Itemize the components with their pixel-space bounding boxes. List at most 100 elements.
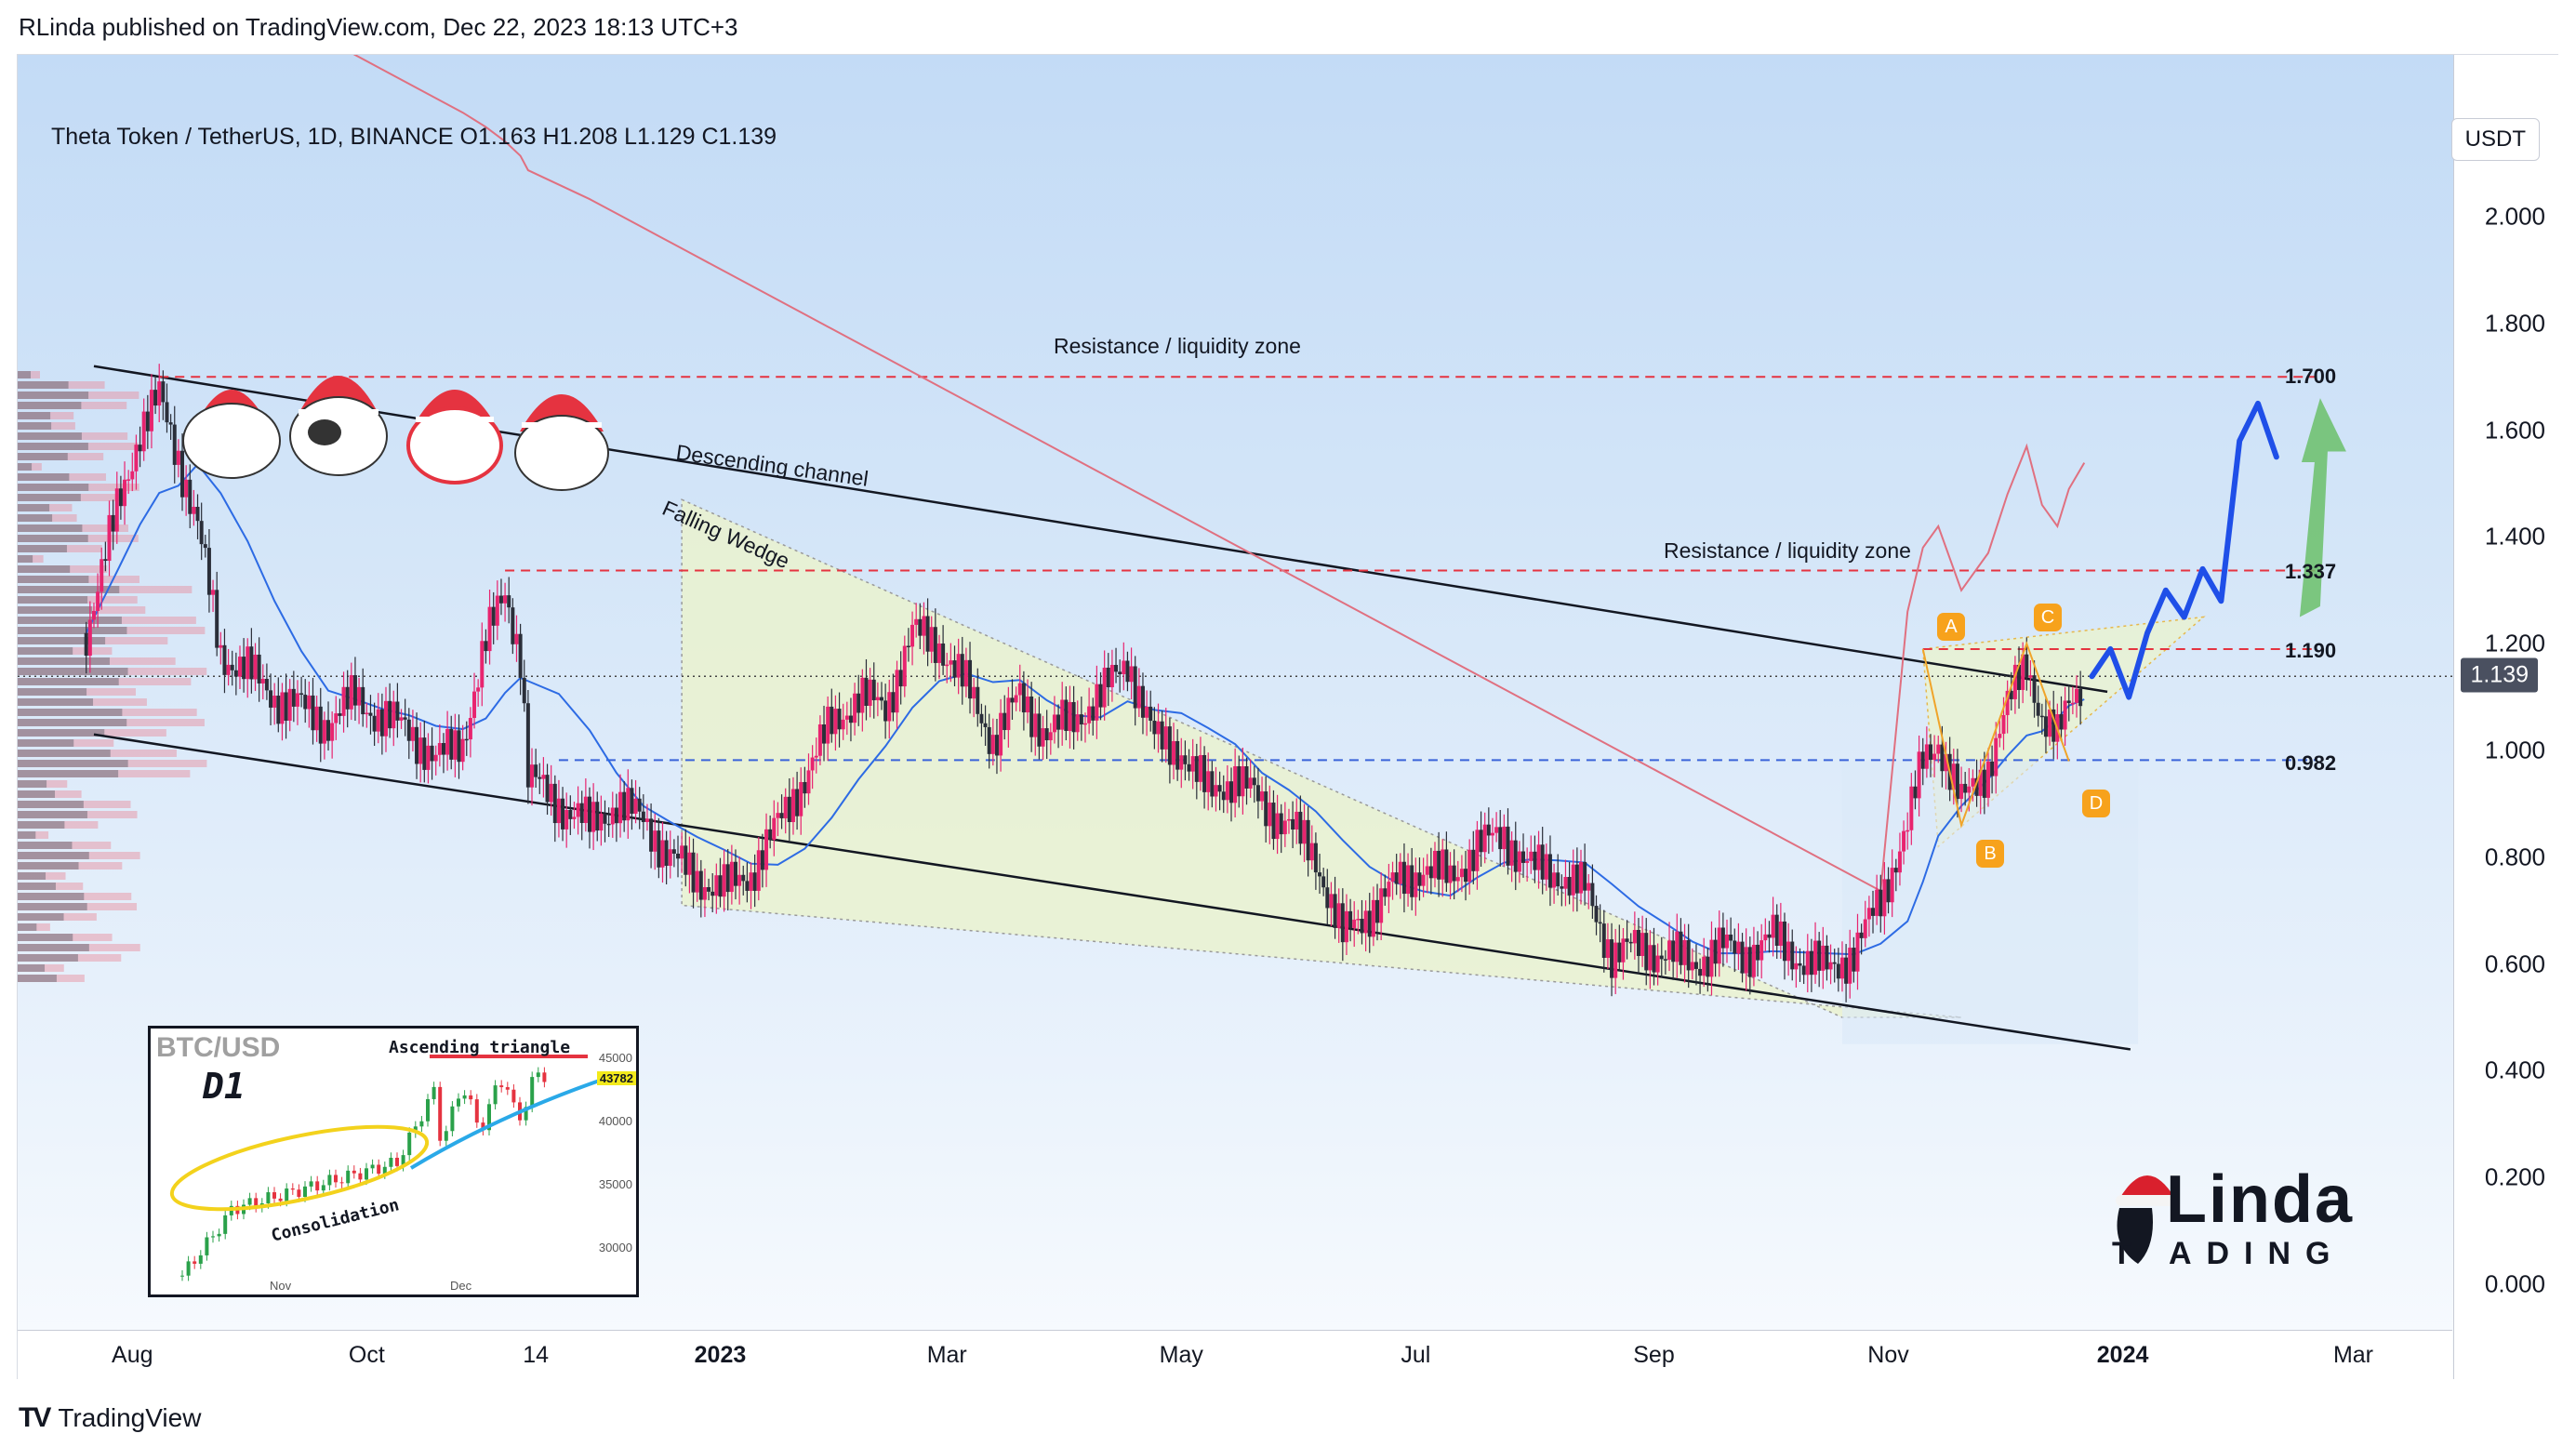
- candle-body: [1778, 921, 1783, 947]
- candle-body: [487, 606, 492, 652]
- candle-body: [96, 591, 100, 611]
- candle-body: [1682, 939, 1687, 965]
- candle-body: [1859, 932, 1864, 938]
- candle-body: [833, 709, 838, 735]
- candle-body: [1471, 849, 1476, 871]
- candle-body: [541, 775, 546, 779]
- candle-body: [883, 700, 888, 722]
- candle-body: [822, 724, 827, 744]
- candle-body: [737, 874, 742, 886]
- volume-profile-bar: [18, 944, 89, 951]
- candle-body: [468, 718, 472, 740]
- candle-body: [1990, 761, 1995, 777]
- candle-body: [556, 798, 561, 824]
- candle-body: [1106, 667, 1110, 688]
- candle-body: [111, 514, 115, 532]
- candle-body: [2059, 714, 2064, 730]
- volume-profile-bar: [18, 627, 127, 634]
- candle-body: [1344, 910, 1348, 943]
- inset-candle-body: [493, 1085, 498, 1105]
- candle-body: [1963, 783, 1968, 793]
- inset-candle-body: [469, 1095, 473, 1100]
- volume-profile-bar: [18, 709, 197, 716]
- volume-profile-bar: [18, 668, 207, 675]
- current-price-badge: 1.139: [2461, 657, 2538, 693]
- candle-body: [352, 675, 357, 706]
- candle-body: [2001, 714, 2006, 735]
- candle-body: [157, 381, 162, 406]
- chart-title: Theta Token / TetherUS, 1D, BINANCE O1.1…: [51, 124, 777, 150]
- candle-body: [1686, 939, 1691, 971]
- candle-body: [1556, 872, 1560, 887]
- candle-body: [733, 861, 737, 886]
- candle-body: [392, 701, 396, 729]
- volume-profile-bar: [18, 862, 123, 870]
- candle-body: [856, 693, 861, 713]
- candle-body: [1394, 872, 1399, 884]
- candle-body: [776, 813, 780, 818]
- published-line: RLinda published on TradingView.com, Dec…: [19, 13, 738, 41]
- candle-body: [891, 692, 896, 713]
- candle-body: [1547, 854, 1552, 888]
- volume-profile-bar: [18, 473, 70, 481]
- candle-body: [764, 829, 769, 870]
- candle-body: [1605, 939, 1610, 959]
- candle-body: [994, 735, 999, 756]
- candle-body: [1325, 887, 1330, 909]
- y-axis[interactable]: USDT 2.000 1.800 1.600 1.400 1.200 1.000 0.800…: [2450, 55, 2558, 1379]
- candle-body: [276, 696, 281, 724]
- candle-body: [1414, 872, 1418, 897]
- candle-body: [1029, 696, 1034, 737]
- candle-body: [1464, 869, 1468, 883]
- candle-body: [1244, 766, 1249, 789]
- candle-body: [1655, 955, 1660, 973]
- candle-body: [84, 632, 88, 657]
- candle-body: [1102, 667, 1107, 708]
- currency-button[interactable]: USDT: [2450, 118, 2540, 161]
- candle-body: [1313, 843, 1318, 873]
- candle-body: [1363, 910, 1368, 934]
- candle-body: [495, 595, 499, 626]
- candle-body: [1659, 955, 1664, 960]
- volume-profile-bar: [18, 586, 120, 593]
- volume-profile-bar: [18, 494, 81, 501]
- candle-body: [1383, 888, 1388, 897]
- volume-profile-bar: [18, 392, 89, 399]
- candle-body: [906, 645, 910, 648]
- candle-body: [1794, 962, 1799, 970]
- volume-profile-bar: [18, 790, 82, 798]
- candle-body: [130, 471, 135, 480]
- y-tick-label: 1.000: [2484, 736, 2545, 764]
- inset-candle-body: [211, 1236, 215, 1238]
- chart-plot[interactable]: [18, 55, 2452, 1331]
- candle-body: [1517, 851, 1521, 872]
- candle-body: [1217, 785, 1222, 792]
- candle-body: [684, 845, 688, 875]
- candle-body: [103, 559, 108, 562]
- candle-body: [1521, 851, 1526, 863]
- candle-body: [1282, 820, 1287, 835]
- candle-body: [837, 709, 842, 730]
- inset-candle-body: [223, 1215, 228, 1234]
- candle-body: [572, 816, 577, 819]
- candle-body: [383, 700, 388, 737]
- candle-body: [561, 798, 565, 830]
- candle-body: [760, 850, 764, 870]
- candle-body: [895, 670, 899, 713]
- candle-body: [503, 595, 508, 604]
- x-axis[interactable]: Aug Oct 14 2023 Mar May Jul Sep Nov 2024 Mar: [18, 1330, 2452, 1379]
- candle-body: [272, 696, 277, 708]
- inset-candle-body: [186, 1261, 191, 1276]
- candle-body: [1125, 660, 1130, 683]
- candle-body: [1309, 843, 1314, 861]
- candle-body: [1790, 941, 1795, 970]
- candle-body: [756, 850, 761, 891]
- candle-body: [472, 691, 477, 719]
- candle-body: [1940, 744, 1945, 772]
- candle-body: [868, 679, 872, 706]
- volume-profile-bar: [18, 821, 65, 829]
- candle-body: [264, 678, 269, 691]
- volume-profile-bar: [18, 627, 206, 634]
- candle-body: [1298, 811, 1303, 844]
- volume-profile-bar: [18, 903, 87, 910]
